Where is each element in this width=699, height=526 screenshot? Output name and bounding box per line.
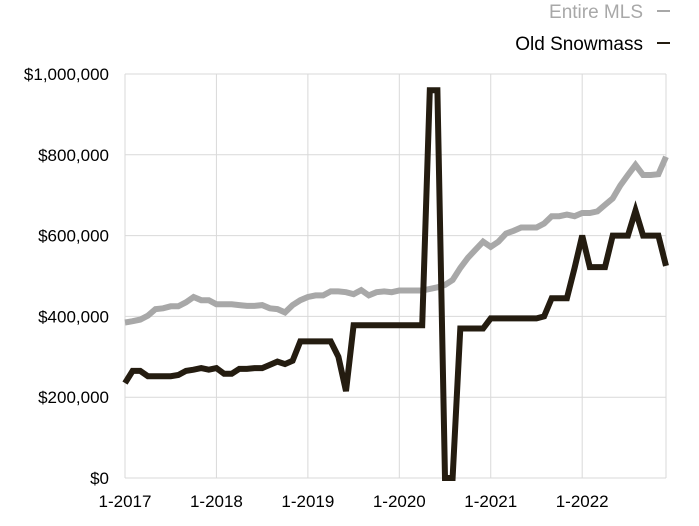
chart-legend: Entire MLS Old Snowmass — [515, 2, 670, 55]
x-tick-label: 1-2022 — [556, 492, 609, 511]
chart-series — [122, 87, 669, 481]
x-tick-label: 1-2021 — [464, 492, 517, 511]
series-line-old-snowmass — [122, 87, 669, 481]
y-tick-label: $600,000 — [38, 227, 109, 246]
x-tick-label: 1-2017 — [99, 492, 152, 511]
series-line-entire-mls — [124, 155, 669, 326]
x-tick-label: 1-2018 — [190, 492, 243, 511]
x-tick-label: 1-2019 — [281, 492, 334, 511]
y-tick-label: $800,000 — [38, 146, 109, 165]
y-tick-label: $400,000 — [38, 307, 109, 326]
y-tick-label: $0 — [90, 469, 109, 488]
y-tick-label: $1,000,000 — [24, 65, 109, 84]
x-tick-label: 1-2020 — [373, 492, 426, 511]
y-tick-label: $200,000 — [38, 388, 109, 407]
legend-label-old-snowmass: Old Snowmass — [515, 34, 643, 55]
x-axis: 1-2017 1-2018 1-2019 1-2020 1-2021 1-2022 — [99, 492, 609, 511]
legend-label-entire-mls: Entire MLS — [549, 2, 643, 23]
y-axis: $0 $200,000 $400,000 $600,000 $800,000 $1,000… — [24, 65, 109, 488]
chart-grid — [124, 73, 667, 479]
